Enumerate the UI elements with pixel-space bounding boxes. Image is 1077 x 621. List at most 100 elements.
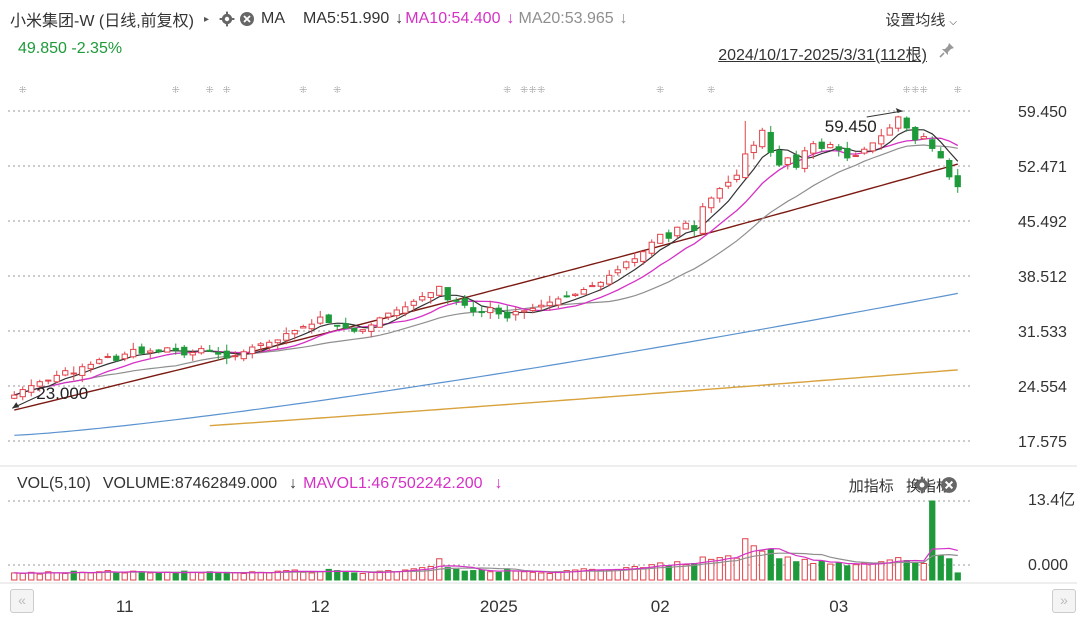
- event-marker-icon: ⁜: [19, 85, 27, 96]
- volume-bar: [325, 568, 332, 581]
- volume-bar: [359, 573, 366, 581]
- event-marker-icon: ⁜: [537, 85, 545, 96]
- volume-bar: [147, 572, 154, 581]
- volume-bar: [759, 550, 766, 581]
- candle-body: [759, 129, 766, 148]
- volume-bar: [453, 568, 460, 581]
- ma20-line: [14, 144, 958, 396]
- candle-body: [351, 327, 358, 332]
- candle-body: [104, 355, 111, 358]
- candle-body: [453, 299, 460, 302]
- volume-bar: [53, 572, 60, 581]
- candle-body: [334, 324, 341, 327]
- volume-bar: [487, 571, 494, 581]
- candle-body: [172, 347, 179, 351]
- price-change: 49.850 -2.35%: [18, 40, 123, 57]
- gear-icon[interactable]: [219, 11, 235, 27]
- volume-bar: [87, 572, 94, 581]
- candle-body: [79, 366, 86, 376]
- volume-bar: [810, 562, 817, 581]
- candle-body: [657, 233, 664, 244]
- candle-body: [512, 311, 519, 316]
- pin-icon[interactable]: [939, 42, 955, 58]
- candle-body: [572, 293, 579, 296]
- candle-body: [19, 389, 26, 398]
- volume-bar: [334, 570, 341, 581]
- volume-tick-label: 13.4亿: [1028, 491, 1075, 509]
- price-tick-label: 45.492: [1018, 214, 1067, 231]
- volume-bar: [852, 564, 859, 581]
- volume-bar: [903, 560, 910, 581]
- candle-body: [674, 226, 681, 237]
- candle-body: [53, 374, 60, 383]
- candle-body: [155, 349, 162, 353]
- candle-body: [70, 372, 77, 375]
- event-markers: ⁜ ⁜ ⁜ ⁜ ⁜ ⁜ ⁜ ⁜ ⁜ ⁜ ⁜ ⁜ ⁜ ⁜ ⁜ ⁜ ⁜: [19, 85, 962, 96]
- volume-bar: [189, 571, 196, 581]
- event-marker-icon: ⁜: [503, 85, 511, 96]
- candle-body: [555, 298, 562, 306]
- event-marker-icon: ⁜: [826, 85, 834, 96]
- candle-body: [198, 348, 205, 354]
- scroll-left-button[interactable]: «: [10, 589, 34, 613]
- candle-body: [257, 343, 264, 347]
- candle-body: [954, 175, 961, 188]
- volume-bar: [563, 570, 570, 581]
- volume-bar: [716, 557, 723, 581]
- price-tick-label: 17.575: [1018, 434, 1067, 451]
- ma-label: MA: [261, 10, 286, 27]
- candle-body: [164, 347, 171, 353]
- symbol-title[interactable]: 小米集团-W (日线,前复权): [10, 13, 194, 30]
- date-tick-label: 02: [651, 597, 670, 616]
- expand-triangle-icon[interactable]: ▸: [203, 13, 210, 25]
- candle-body: [852, 155, 859, 158]
- ma-long2-line: [14, 292, 958, 436]
- price-tick-label: 38.512: [1018, 269, 1067, 286]
- candle-body: [308, 323, 315, 330]
- ma-settings-label: 设置均线: [885, 12, 946, 29]
- candle-body: [682, 222, 689, 230]
- volume-bar: [844, 565, 851, 581]
- volume-bar: [572, 569, 579, 581]
- candle-body: [274, 339, 281, 344]
- gear-icon[interactable]: [913, 476, 931, 494]
- volume-bar: [274, 570, 281, 581]
- volume-bar: [266, 572, 273, 581]
- volume-bar: [164, 571, 171, 581]
- volume-bar: [342, 571, 349, 581]
- price-tick-label: 31.533: [1018, 324, 1067, 341]
- volume-bar: [538, 572, 545, 581]
- volume-bar: [589, 568, 596, 581]
- volume-bar: [657, 562, 664, 581]
- candle-body: [232, 355, 239, 358]
- add-indicator-button[interactable]: 加指标: [848, 478, 894, 495]
- close-circle-icon[interactable]: [940, 476, 958, 494]
- candle-body: [589, 285, 596, 288]
- candle-body: [28, 385, 35, 393]
- volume-bar: [597, 570, 604, 581]
- candle-body: [419, 296, 426, 301]
- date-range[interactable]: 2024/10/17-2025/3/31(112根): [718, 47, 927, 64]
- volume-header: VOL(5,10) VOLUME:87462849.000 ↓ MAVOL1:4…: [17, 475, 509, 493]
- candle-body: [546, 301, 553, 307]
- close-circle-icon[interactable]: [239, 11, 255, 27]
- candle-body: [147, 350, 154, 354]
- date-axis-labels: 11 12 2025 02 03: [116, 597, 848, 616]
- volume-bar: [886, 559, 893, 581]
- candle-body: [708, 197, 715, 209]
- candle-body: [699, 206, 706, 234]
- event-marker-icon: ⁜: [954, 85, 962, 96]
- candle-body: [368, 324, 375, 332]
- volume-bar: [444, 567, 451, 581]
- volume-bar: [521, 571, 528, 581]
- candle-body: [716, 188, 723, 199]
- volume-bar: [223, 571, 230, 581]
- volume-tick-label: 0.000: [1028, 557, 1068, 574]
- volume-bar: [623, 567, 630, 581]
- scroll-right-button[interactable]: »: [1052, 589, 1076, 613]
- mavol1-value: MAVOL1:467502242.200: [303, 475, 483, 492]
- candle-body: [266, 341, 273, 348]
- candle-body: [87, 363, 94, 370]
- ma-settings-dropdown[interactable]: 设置均线 ⌵: [885, 9, 957, 30]
